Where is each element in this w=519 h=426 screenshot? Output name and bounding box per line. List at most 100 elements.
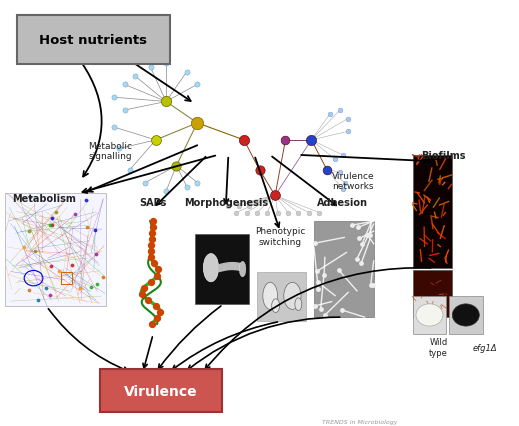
Text: Virulence: Virulence (124, 384, 198, 398)
Point (355, 236, 363, 242)
Point (263, 210, 271, 216)
Point (83, 225, 91, 231)
FancyBboxPatch shape (413, 155, 452, 268)
Point (353, 225, 362, 231)
Point (46, 222, 54, 229)
Point (67, 262, 76, 268)
Point (242, 210, 251, 216)
Point (146, 248, 155, 255)
Point (25, 228, 33, 235)
Point (92, 251, 100, 258)
Point (368, 282, 377, 288)
FancyBboxPatch shape (100, 369, 222, 412)
Point (335, 268, 343, 274)
Point (154, 266, 162, 273)
Point (48, 222, 56, 229)
Point (344, 129, 352, 135)
Point (240, 137, 248, 144)
Point (336, 107, 344, 114)
FancyBboxPatch shape (257, 273, 306, 322)
Point (307, 137, 316, 144)
Point (321, 312, 329, 319)
Point (193, 180, 201, 187)
Ellipse shape (239, 262, 246, 277)
Point (162, 188, 170, 195)
FancyBboxPatch shape (17, 16, 170, 65)
Point (320, 272, 328, 279)
Point (193, 82, 201, 89)
Ellipse shape (284, 283, 301, 310)
Point (71, 211, 79, 218)
Point (120, 82, 129, 89)
Point (183, 184, 191, 191)
Point (232, 210, 240, 216)
Point (271, 193, 279, 199)
Point (82, 197, 90, 204)
Point (341, 180, 349, 187)
Point (76, 285, 84, 292)
Point (120, 107, 129, 114)
Text: Morphogenesis: Morphogenesis (184, 197, 268, 207)
FancyBboxPatch shape (413, 296, 446, 334)
Point (147, 242, 156, 249)
Text: Metabolism: Metabolism (12, 193, 76, 203)
Point (87, 284, 95, 291)
Point (357, 260, 365, 267)
Point (150, 260, 158, 267)
Ellipse shape (295, 298, 302, 311)
Point (358, 241, 366, 248)
Point (140, 285, 148, 291)
Point (148, 230, 156, 237)
Text: SAPs: SAPs (140, 197, 167, 207)
Text: Metabolic
signalling: Metabolic signalling (88, 141, 132, 161)
Text: Virulence
networks: Virulence networks (332, 171, 375, 191)
Point (162, 99, 170, 106)
FancyBboxPatch shape (314, 222, 374, 317)
Text: Wild
type: Wild type (429, 337, 448, 357)
Point (152, 137, 160, 144)
Point (305, 210, 313, 216)
Point (99, 274, 107, 281)
Text: Adhesion: Adhesion (317, 197, 368, 207)
Point (48, 216, 56, 222)
Point (337, 307, 346, 314)
Point (235, 203, 243, 210)
Point (315, 210, 323, 216)
Point (193, 120, 201, 127)
Point (34, 296, 43, 303)
Point (314, 286, 322, 293)
Point (147, 254, 155, 261)
Point (144, 296, 152, 303)
Point (46, 291, 54, 298)
Point (148, 224, 157, 231)
Point (91, 227, 99, 234)
Text: efg1Δ: efg1Δ (473, 343, 498, 352)
Ellipse shape (203, 254, 218, 282)
Point (284, 210, 292, 216)
Point (338, 152, 347, 159)
Point (31, 248, 39, 255)
Point (183, 69, 191, 76)
Point (348, 222, 357, 229)
Point (52, 209, 60, 216)
FancyBboxPatch shape (5, 194, 106, 307)
Point (42, 285, 50, 292)
Point (317, 306, 325, 313)
Point (47, 263, 55, 270)
Point (281, 137, 290, 144)
Point (323, 167, 331, 174)
Point (25, 287, 33, 294)
Point (19, 245, 28, 251)
Point (311, 303, 319, 310)
FancyBboxPatch shape (413, 271, 452, 317)
Point (156, 309, 164, 316)
Point (313, 268, 321, 275)
Circle shape (416, 304, 443, 326)
Point (55, 268, 63, 274)
Circle shape (452, 304, 480, 326)
Point (325, 112, 334, 118)
Point (363, 232, 372, 239)
Point (245, 203, 253, 210)
Point (366, 233, 374, 239)
Point (152, 303, 160, 310)
